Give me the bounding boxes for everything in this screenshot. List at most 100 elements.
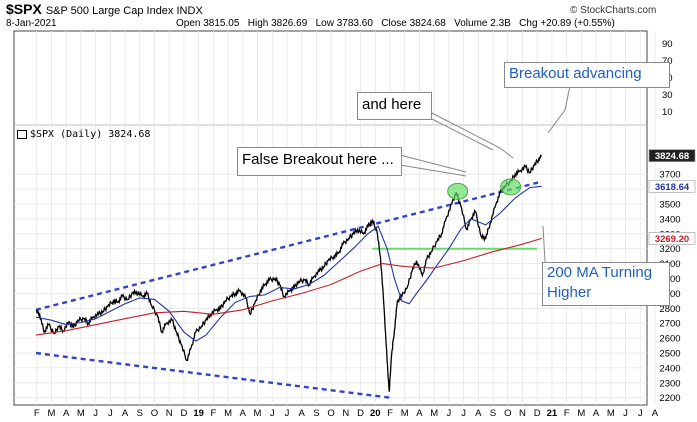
x-tick-label: N <box>342 408 349 419</box>
highlight-circles <box>447 178 522 200</box>
x-tick-label: J <box>638 408 643 419</box>
x-tick-label: N <box>166 408 173 419</box>
chart-legend: $SPX (Daily) 3824.68 <box>17 129 150 140</box>
upper-channel <box>35 180 542 311</box>
upper-scale-tick-label: 30 <box>662 90 673 101</box>
x-tick-label: J <box>93 408 98 419</box>
breakout-pointer <box>547 85 571 134</box>
x-tick-label: M <box>224 408 232 419</box>
x-axis-ticks: F M A M J J A S O N D 19 F M A M J J A S O N D 20 F M A M J J A S O N D 21 F… <box>34 408 659 419</box>
and-here-pointer <box>429 111 514 159</box>
and-here-pointer-2 <box>429 117 494 151</box>
x-tick-label: S <box>313 408 319 419</box>
false-breakout-pointer-2 <box>399 164 467 177</box>
x-tick-label: M <box>401 408 409 419</box>
y-tick-label: 2300 <box>659 378 680 389</box>
y-tick-label: 3100 <box>659 259 680 270</box>
y-tick-label: 2500 <box>659 349 680 360</box>
x-tick-label: D <box>357 408 364 419</box>
and-here-callout <box>357 92 432 120</box>
y-tick-label: 2400 <box>659 363 680 374</box>
x-tick-label: A <box>63 408 70 419</box>
x-tick-label: A <box>475 408 482 419</box>
close-label: Close <box>381 18 407 29</box>
false-breakout-callout <box>237 147 402 176</box>
y-tick-label: 2900 <box>659 289 680 300</box>
x-tick-label: O <box>327 408 334 419</box>
chart-date: 8-Jan-2021 <box>6 18 57 29</box>
stockcharts-brand: © StockCharts.com <box>570 5 657 16</box>
upper-scale-tick-label: 70 <box>662 56 673 67</box>
ma50-series-line <box>35 185 542 342</box>
ma-annotation-line2: Higher <box>547 284 592 301</box>
upper-scale-tick-label: 10 <box>662 107 673 118</box>
x-tick-label: F <box>387 408 393 419</box>
x-tick-label: A <box>593 408 600 419</box>
high-label: High <box>247 18 269 29</box>
low-label: Low <box>315 18 334 29</box>
price-marker-box <box>648 149 696 162</box>
x-tick-label: A <box>299 408 306 419</box>
x-tick-label: M <box>577 408 585 419</box>
ma200-series-line <box>35 237 542 336</box>
x-tick-label: J <box>447 408 452 419</box>
x-tick-label: F <box>34 408 40 419</box>
y-tick-label: 3500 <box>659 200 680 211</box>
x-tick-label: J <box>285 408 290 419</box>
x-tick-label: A <box>122 408 129 419</box>
x-tick-label: D <box>180 408 187 419</box>
x-tick-label: A <box>652 408 659 419</box>
high-value: 3826.69 <box>271 18 308 29</box>
and-here-circle <box>500 178 522 196</box>
false-breakout-pointer <box>399 154 467 173</box>
x-tick-label: M <box>77 408 85 419</box>
callout-pointers <box>399 85 571 263</box>
volume-label: Volume <box>454 18 488 29</box>
gridlines <box>14 31 656 405</box>
breakout-annotation: Breakout advancing <box>509 65 642 82</box>
ma-pointer <box>542 225 546 263</box>
low-value: 3783.60 <box>336 18 373 29</box>
price-markers: 3824.68 3618.64 3269.20 <box>648 149 696 245</box>
chg-value: +20.89 (+0.55%) <box>540 18 615 29</box>
x-tick-label: A <box>416 408 423 419</box>
false-breakout-circle <box>447 182 469 200</box>
x-tick-label: M <box>607 408 615 419</box>
upper-scale-tick-label: 90 <box>662 39 673 50</box>
ticker-title: $SPX S&P 500 Large Cap Index INDX <box>6 1 203 17</box>
plot-frame <box>13 30 648 406</box>
ma-annotation-line1: 200 MA Turning <box>547 264 653 281</box>
x-tick-label: M <box>430 408 438 419</box>
and-here-annotation: and here <box>362 96 422 113</box>
x-tick-label: F <box>564 408 570 419</box>
price-marker-label: 3269.20 <box>655 234 689 245</box>
ticker-symbol: $SPX <box>6 1 42 17</box>
x-tick-label: S <box>490 408 496 419</box>
x-tick-label: F <box>210 408 216 419</box>
open-value: 3815.05 <box>203 18 240 29</box>
x-tick-label: J <box>270 408 275 419</box>
index-name: S&P 500 Large Cap Index <box>45 5 174 17</box>
y-tick-label: 3000 <box>659 274 680 285</box>
price-marker-box <box>648 180 696 193</box>
x-tick-label: O <box>504 408 511 419</box>
trend-lines <box>35 180 542 399</box>
chg-label: Chg <box>519 18 538 29</box>
x-tick-label: O <box>151 408 158 419</box>
x-tick-label: N <box>519 408 526 419</box>
legend-swatch-icon <box>17 129 27 139</box>
x-tick-label: M <box>47 408 55 419</box>
y-tick-label: 2800 <box>659 304 680 315</box>
x-tick-label: J <box>108 408 113 419</box>
price-marker-box <box>648 232 696 245</box>
open-label: Open <box>176 18 201 29</box>
volume-value: 2.3B <box>490 18 511 29</box>
x-tick-label: 20 <box>370 408 381 419</box>
x-tick-label: 21 <box>547 408 558 419</box>
lower-channel <box>35 351 391 399</box>
x-tick-label: M <box>254 408 262 419</box>
breakout-callout <box>504 62 670 88</box>
exchange: INDX <box>176 5 203 17</box>
price-marker-label: 3824.68 <box>655 151 689 162</box>
legend-text: $SPX (Daily) 3824.68 <box>30 129 151 140</box>
